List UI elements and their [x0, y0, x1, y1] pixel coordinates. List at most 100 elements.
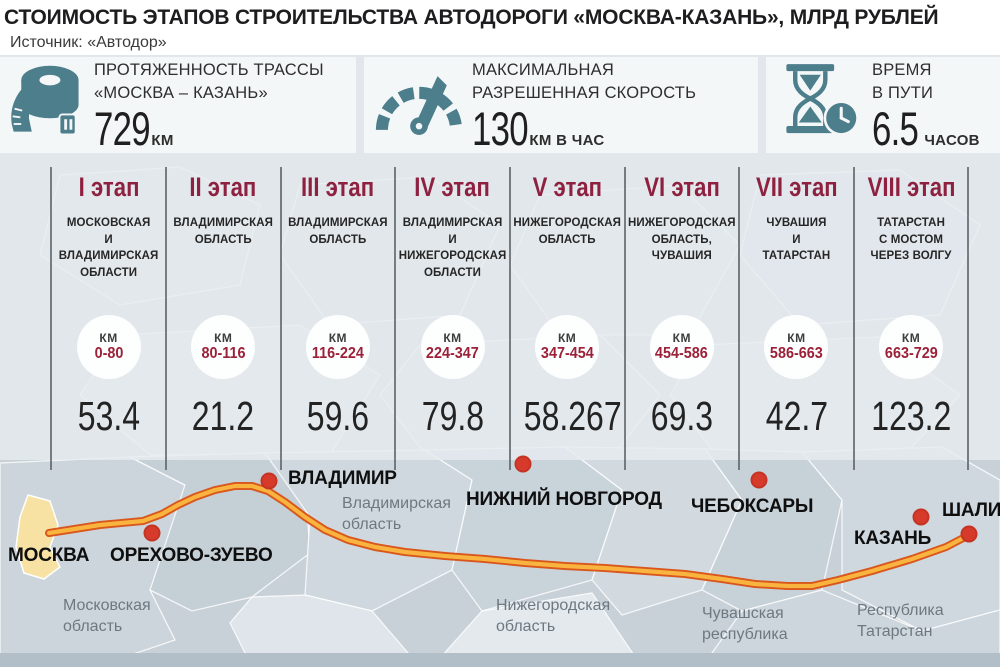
stage-region: ВЛАДИМИРСКАЯ ОБЛАСТЬ [173, 217, 274, 246]
stage-km-badge: КМ 80-116 [191, 315, 256, 379]
city-dot [750, 471, 768, 489]
stage-km-badge: КМ 663-729 [879, 315, 944, 379]
km-range: 116-224 [311, 345, 364, 362]
city-label: ВЛАДИМИР [288, 468, 397, 489]
km-label: КМ [328, 331, 348, 345]
map-region-label: Владимирская область [342, 495, 451, 533]
route-line [45, 482, 973, 590]
map-region-label: Московская область [63, 597, 151, 635]
city-dot [514, 455, 532, 473]
map-region-label: Чувашская республика [702, 605, 788, 643]
stage-cost: 69.3 [650, 393, 713, 439]
km-range: 586-663 [769, 345, 823, 362]
stage-region: ВЛАДИМИРСКАЯ ОБЛАСТЬ [288, 217, 388, 246]
stage-cost: 53.4 [77, 393, 140, 439]
stage-cost: 59.6 [306, 393, 370, 439]
column-divider [279, 167, 282, 470]
stage-name: VIII этап [867, 172, 955, 202]
km-label: КМ [214, 331, 233, 345]
city-dot [912, 508, 930, 526]
column-divider [50, 167, 53, 470]
stage-region: ТАТАРСТАН С МОСТОМ ЧЕРЕЗ ВОЛГУ [870, 217, 952, 262]
city-label: ОРЕХОВО-ЗУЕВО [110, 545, 273, 566]
km-label: КМ [787, 331, 806, 345]
stat-panel-speed: МАКСИМАЛЬНАЯ РАЗРЕШЕННАЯ СКОРОСТЬ 130 КМ… [364, 57, 758, 153]
stage-name: VII этап [755, 172, 838, 202]
stage-columns: I этап МОСКОВСКАЯ И ВЛАДИМИРСКАЯ ОБЛАСТИ… [0, 55, 1000, 667]
stat-panel-length: ПРОТЯЖЕННОСТЬ ТРАССЫ «МОСКВА – КАЗАНЬ» 7… [0, 57, 356, 153]
stage-name: IV этап [414, 172, 491, 202]
stage-cost: 123.2 [871, 393, 952, 439]
stat-value: 729 [94, 101, 151, 155]
column-divider [508, 167, 511, 470]
stage-km-badge: КМ 224-347 [420, 315, 485, 379]
stat-label: ПРОТЯЖЕННОСТЬ ТРАССЫ «МОСКВА – КАЗАНЬ» [94, 60, 324, 102]
stat-label: МАКСИМАЛЬНАЯ РАЗРЕШЕННАЯ СКОРОСТЬ [472, 60, 697, 102]
stage-column: VIII этап ТАТАРСТАН С МОСТОМ ЧЕРЕЗ ВОЛГУ… [854, 167, 969, 437]
stage-column: I этап МОСКОВСКАЯ И ВЛАДИМИРСКАЯ ОБЛАСТИ… [51, 167, 166, 437]
km-range: 0-80 [94, 345, 124, 362]
km-label: КМ [901, 331, 921, 345]
column-divider [967, 167, 970, 470]
map-region-label: Нижегородская область [496, 597, 611, 635]
column-divider [623, 167, 626, 470]
stage-region: НИЖЕГОРОДСКАЯ ОБЛАСТЬ, ЧУВАШИЯ [627, 217, 736, 262]
column-divider [394, 167, 397, 470]
map-region-label: Республика Татарстан [857, 602, 944, 640]
stat-unit: КМ В ЧАС [529, 131, 605, 149]
city-label: ЧЕБОКСАРЫ [691, 496, 814, 517]
tape-measure-icon [8, 61, 88, 150]
stage-cost: 79.8 [421, 393, 484, 439]
stage-name: II этап [189, 172, 257, 202]
stage-km-badge: КМ 586-663 [764, 315, 829, 379]
city-label: МОСКВА [8, 545, 90, 566]
stage-cost: 21.2 [192, 393, 255, 439]
stat-value: 130 [472, 101, 529, 155]
stage-column: III этап ВЛАДИМИРСКАЯ ОБЛАСТЬ КМ 116-224… [281, 167, 396, 437]
km-label: КМ [557, 331, 577, 345]
moscow-city-area [15, 494, 61, 580]
stage-region: НИЖЕГОРОДСКАЯ ОБЛАСТЬ [513, 217, 621, 246]
km-label: КМ [672, 331, 691, 345]
stage-cost: 58.267 [523, 393, 622, 439]
km-label: КМ [99, 331, 118, 345]
stat-label: ВРЕМЯ В ПУТИ [872, 60, 934, 102]
km-range: 224-347 [426, 345, 479, 362]
column-divider [164, 167, 167, 470]
stage-column: V этап НИЖЕГОРОДСКАЯ ОБЛАСТЬ КМ 347-454 … [510, 167, 625, 437]
map-labels: МОСКВА ОРЕХОВО-ЗУЕВО ВЛАДИМИР НИЖНИЙ НОВ… [0, 55, 1000, 667]
stage-cost: 42.7 [765, 393, 828, 439]
stats-row: ПРОТЯЖЕННОСТЬ ТРАССЫ «МОСКВА – КАЗАНЬ» 7… [0, 57, 1000, 153]
stage-column: IV этап ВЛАДИМИРСКАЯ И НИЖЕГОРОДСКАЯ ОБЛ… [395, 167, 510, 437]
stat-panel-time: ВРЕМЯ В ПУТИ 6.5 ЧАСОВ [766, 57, 1000, 153]
km-range: 454-586 [655, 345, 709, 362]
stage-column: II этап ВЛАДИМИРСКАЯ ОБЛАСТЬ КМ 80-116 2… [166, 167, 281, 437]
stat-unit: ЧАСОВ [924, 131, 980, 149]
city-label: НИЖНИЙ НОВГОРОД [466, 489, 662, 510]
stage-region: МОСКОВСКАЯ И ВЛАДИМИРСКАЯ ОБЛАСТИ [58, 217, 159, 279]
stage-km-badge: КМ 116-224 [305, 315, 370, 379]
page-title: СТОИМОСТЬ ЭТАПОВ СТРОИТЕЛЬСТВА АВТОДОРОГ… [4, 6, 939, 29]
city-label: ШАЛИ [942, 500, 1000, 521]
column-divider [852, 167, 855, 470]
city-dot [143, 524, 161, 542]
column-divider [738, 167, 741, 470]
city-dot [960, 525, 978, 543]
stage-name: VI этап [644, 172, 720, 202]
stage-km-badge: КМ 347-454 [535, 315, 600, 379]
stage-name: V этап [532, 172, 602, 202]
stage-column: VI этап НИЖЕГОРОДСКАЯ ОБЛАСТЬ, ЧУВАШИЯ К… [625, 167, 740, 437]
km-range: 347-454 [540, 345, 594, 362]
stat-value: 6.5 [872, 101, 919, 155]
city-dot [260, 472, 278, 490]
stage-name: III этап [301, 172, 375, 202]
stage-name: I этап [78, 172, 139, 202]
km-range: 80-116 [201, 345, 246, 362]
source-note: Источник: «Автодор» [10, 34, 167, 51]
stage-region: ЧУВАШИЯ И ТАТАРСТАН [762, 217, 831, 262]
stage-column: VII этап ЧУВАШИЯ И ТАТАРСТАН КМ 586-663 … [739, 167, 854, 437]
km-label: КМ [443, 331, 462, 345]
infographic-canvas: МОСКВА ОРЕХОВО-ЗУЕВО ВЛАДИМИР НИЖНИЙ НОВ… [0, 55, 1000, 667]
map-bottom-strip [0, 653, 1000, 667]
stage-km-badge: КМ 454-586 [649, 315, 714, 379]
